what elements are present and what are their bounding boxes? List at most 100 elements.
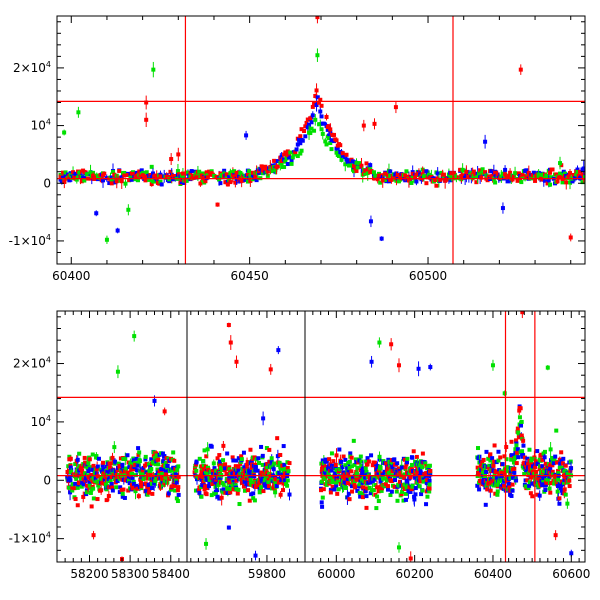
data-point [131,458,136,463]
data-point [403,465,408,470]
data-point [346,491,351,496]
data-point [309,126,314,131]
data-point [408,556,413,561]
data-point [127,177,132,182]
data-point [475,465,480,470]
data-point [81,482,86,487]
data-point [90,452,95,457]
data-point [112,445,117,450]
data-point [564,180,569,185]
data-point [550,469,555,474]
data-point [249,482,254,487]
data-point [389,342,394,347]
data-point [317,100,322,105]
data-point [393,477,398,482]
data-point [545,365,550,370]
data-point [150,491,155,496]
data-point [147,177,152,182]
data-point [276,463,281,468]
data-point [285,149,290,154]
data-point [504,457,509,462]
data-point [409,462,414,467]
data-point [398,470,403,475]
data-point [100,480,105,485]
data-point [259,485,264,490]
data-point [324,142,329,147]
data-point [204,454,209,459]
y-tick-label: -1×104 [9,233,51,248]
data-point [228,340,233,345]
data-point [385,487,390,492]
data-point [545,181,550,186]
data-point [124,476,129,481]
data-point [147,490,152,495]
x-tick-label: 58400 [152,567,190,581]
data-point [569,466,574,471]
data-point [241,484,246,489]
data-point [361,469,366,474]
data-point [156,457,161,462]
data-point [245,179,250,184]
data-point [269,465,274,470]
data-point [403,497,408,502]
data-point [66,464,71,469]
data-point [525,478,530,483]
data-point [414,179,419,184]
data-point [358,494,363,499]
data-point [421,479,426,484]
data-point [314,103,319,108]
data-point [324,482,329,487]
data-point [240,480,245,485]
data-point [141,465,146,470]
data-point [483,502,488,507]
data-point [73,462,78,467]
data-point [250,465,255,470]
data-point [132,481,137,486]
data-point [547,486,552,491]
data-point [369,453,374,458]
data-point [417,484,422,489]
data-point [294,147,299,152]
data-point [539,452,544,457]
bottom-panel: -1×104 0 104 2×104 58200 58300 58400 59800 60000… [9,310,590,581]
data-point [83,471,88,476]
data-point [285,162,290,167]
data-point [303,134,308,139]
data-point [266,476,271,481]
data-point [275,436,280,441]
data-point [485,487,490,492]
data-point [130,464,135,469]
data-point [227,467,232,472]
data-point [245,172,250,177]
data-point [541,481,546,486]
x-tick-label: 60600 [552,567,590,581]
data-point [427,489,432,494]
data-point [188,174,193,179]
data-point [558,161,563,166]
data-point [315,95,320,100]
data-point [406,488,411,493]
data-point [285,466,290,471]
data-point [458,167,463,172]
data-point [265,169,270,174]
data-point [350,489,355,494]
data-point [231,479,236,484]
data-point [67,454,72,459]
data-point [236,467,241,472]
data-point [568,235,573,240]
data-point [415,480,420,485]
data-point [253,553,258,558]
data-point [201,467,206,472]
data-point [400,489,405,494]
data-point [215,456,220,461]
data-point [284,156,289,161]
data-point [556,468,561,473]
data-point [547,474,552,479]
data-point [120,494,125,499]
data-point [249,492,254,497]
data-point [364,469,369,474]
data-point [548,490,553,495]
data-point [365,167,370,172]
data-point [425,170,430,175]
data-point [363,168,368,173]
